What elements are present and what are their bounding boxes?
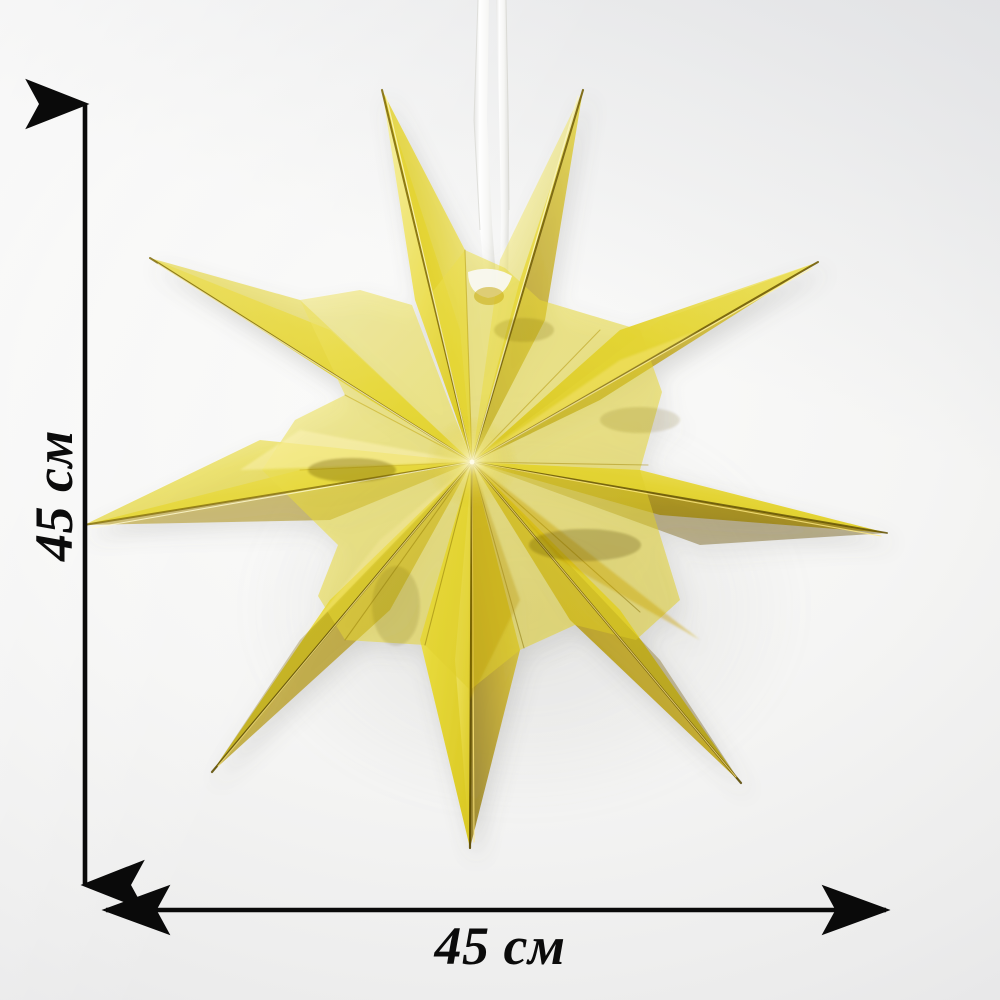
ribbon-knot: [468, 268, 512, 305]
width-dimension-label: 45 см: [434, 916, 566, 976]
height-dimension-label: 45 см: [24, 430, 84, 561]
reflections: [308, 318, 680, 646]
gold-star: [83, 88, 888, 850]
